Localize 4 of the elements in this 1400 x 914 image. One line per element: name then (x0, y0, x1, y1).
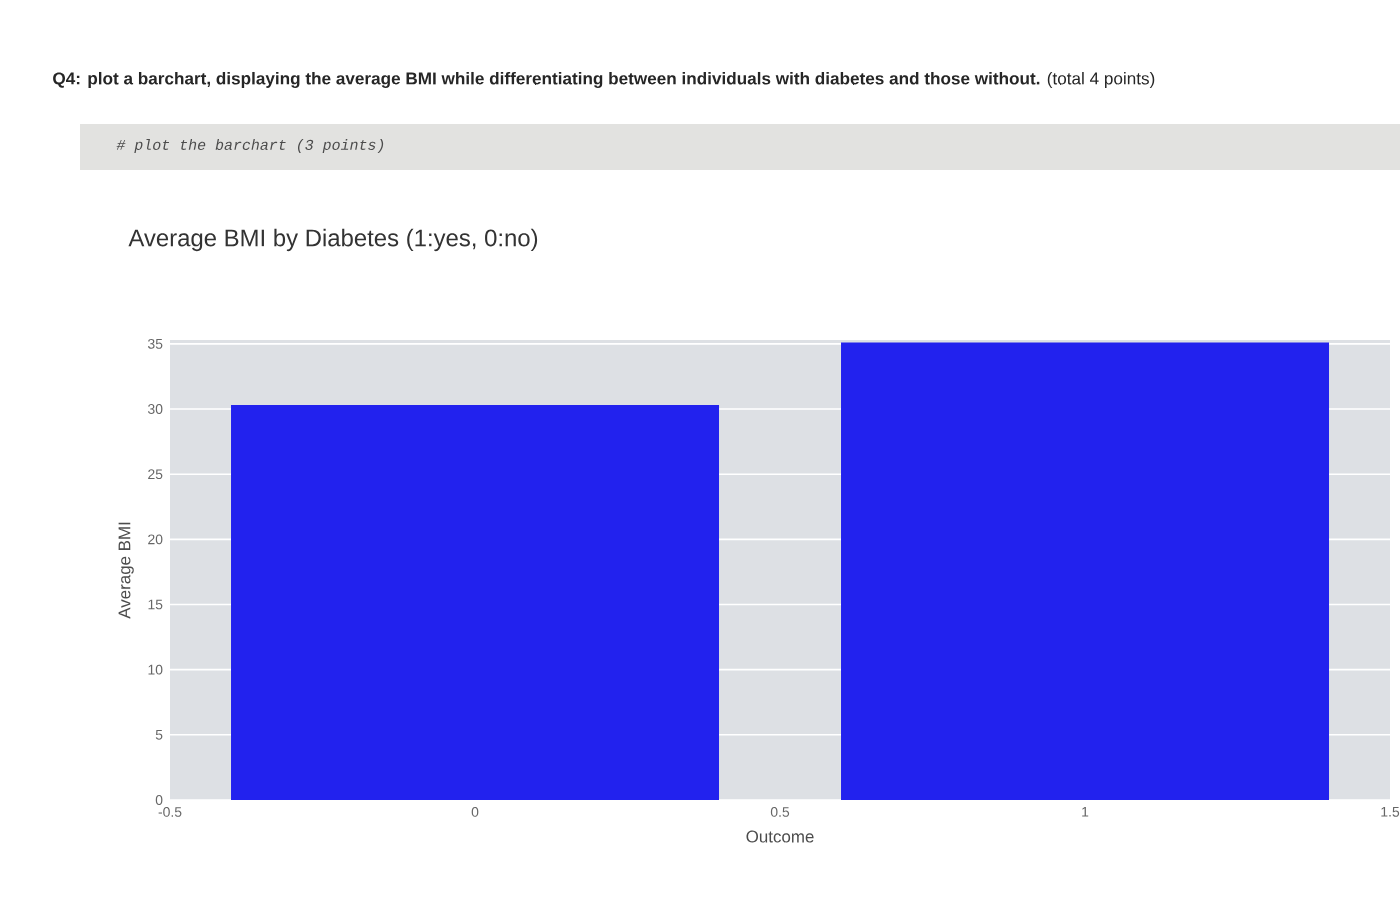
y-axis-title: Average BMI (118, 522, 134, 619)
chart-title: Average BMI by Diabetes (1:yes, 0:no) (128, 228, 538, 252)
x-axis-title: Outcome (746, 830, 814, 843)
text: Q4: plot a barchart, displaying the average BMI while differentiating between individuals with diabetes and those without. (total 4 points) (53, 71, 1155, 88)
